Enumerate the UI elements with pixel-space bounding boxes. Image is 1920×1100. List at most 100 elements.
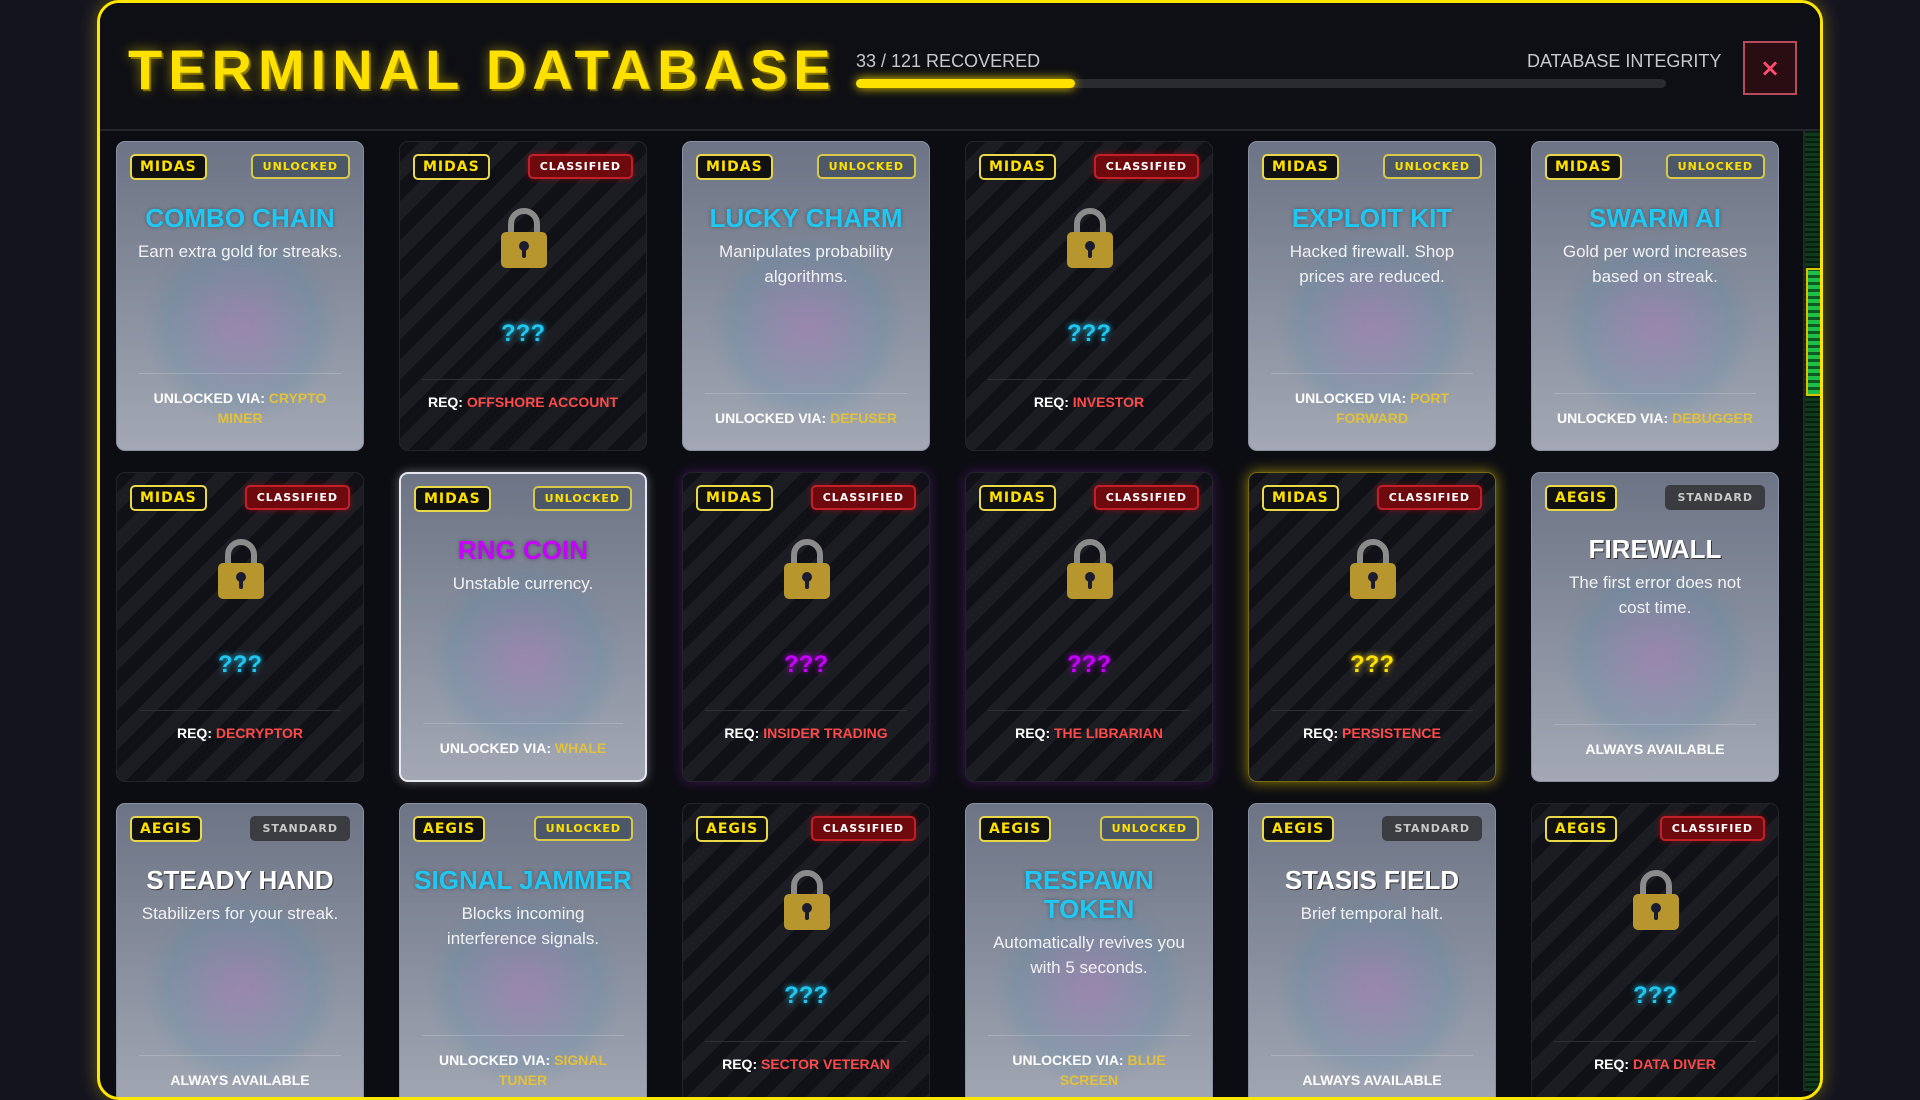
- card-steady-hand[interactable]: AEGIS STANDARD STEADY HAND Stabilizers for …: [116, 803, 364, 1097]
- card-decryptor[interactable]: MIDAS CLASSIFIED??? REQ: DECRYPTOR: [116, 472, 364, 782]
- req-value: PERSISTENCE: [1342, 725, 1441, 741]
- card-description: Automatically revives you with 5 seconds…: [993, 933, 1185, 977]
- requirement: REQ: THE LIBRARIAN: [988, 710, 1190, 741]
- req-label: REQ:: [722, 1056, 761, 1072]
- card-art: [996, 894, 1186, 1084]
- req-value: INVESTOR: [1072, 394, 1145, 410]
- card-rng-coin[interactable]: MIDAS UNLOCKED RNG COIN Unstable currency. U…: [399, 472, 647, 782]
- lock-icon: [1631, 866, 1681, 932]
- scrollbar[interactable]: [1803, 131, 1820, 1091]
- card-description: Stabilizers for your streak.: [141, 904, 339, 923]
- unlock-source: UNLOCKED VIA: DEFUSER: [705, 393, 907, 428]
- card-lucky-charm[interactable]: MIDAS UNLOCKED LUCKY CHARM Manipulates prob…: [682, 141, 930, 451]
- req-value: SECTOR VETERAN: [761, 1056, 890, 1072]
- faction-badge: MIDAS: [414, 486, 491, 512]
- card-description: Unstable currency.: [452, 574, 594, 593]
- unlock-source-value: PORT FORWARD: [1335, 390, 1449, 426]
- status-badge: CLASSIFIED: [1659, 816, 1765, 841]
- unlock-source: UNLOCKED VIA: SIGNAL TUNER: [422, 1035, 624, 1090]
- card-offshore-account[interactable]: MIDAS CLASSIFIED??? REQ: OFFSHORE ACCOUNT: [399, 141, 647, 451]
- faction-badge: MIDAS: [1545, 154, 1622, 180]
- req-value: OFFSHORE ACCOUNT: [466, 394, 619, 410]
- status-badge: STANDARD: [1382, 816, 1482, 841]
- card-investor[interactable]: MIDAS CLASSIFIED??? REQ: INVESTOR: [965, 141, 1213, 451]
- unlock-source: UNLOCKED VIA: CRYPTO MINER: [139, 373, 341, 428]
- requirement: REQ: DECRYPTOR: [139, 710, 341, 741]
- unlocked-via-label: UNLOCKED VIA:: [439, 740, 555, 756]
- card-sector-veteran[interactable]: AEGIS CLASSIFIED??? REQ: SECTOR VETERAN: [682, 803, 930, 1097]
- card-art: [1562, 563, 1752, 753]
- card-name: SIGNAL JAMMER: [414, 865, 632, 895]
- availability: ALWAYS AVAILABLE: [1271, 1055, 1473, 1090]
- card-persistence[interactable]: MIDAS CLASSIFIED??? REQ: PERSISTENCE: [1248, 472, 1496, 782]
- unlocked-via-label: UNLOCKED VIA:: [1012, 1052, 1128, 1068]
- hidden-name: ???: [1067, 651, 1111, 678]
- faction-badge: MIDAS: [979, 485, 1056, 511]
- hidden-name: ???: [501, 320, 545, 347]
- status-badge: CLASSIFIED: [1376, 485, 1482, 510]
- req-label: REQ:: [724, 725, 764, 741]
- card-name: STEADY HAND: [146, 865, 334, 895]
- card-insider-trading[interactable]: MIDAS CLASSIFIED??? REQ: INSIDER TRADING: [682, 472, 930, 782]
- requirement: REQ: INVESTOR: [988, 379, 1190, 410]
- card-art: [147, 232, 337, 422]
- requirement: REQ: INSIDER TRADING: [705, 710, 907, 741]
- card-stasis-field[interactable]: AEGIS STANDARD STASIS FIELD Brief temporal …: [1248, 803, 1496, 1097]
- unlocked-via-label: UNLOCKED VIA:: [1294, 390, 1411, 406]
- lock-icon: [782, 535, 832, 601]
- card-respawn-token[interactable]: AEGIS UNLOCKED RESPAWN TOKEN Automatically …: [965, 803, 1213, 1097]
- faction-badge: MIDAS: [130, 154, 207, 180]
- progress-label: 33 / 121 RECOVERED: [856, 51, 1041, 71]
- status-badge: UNLOCKED: [532, 486, 632, 511]
- card-art: [430, 894, 620, 1084]
- hidden-name: ???: [784, 651, 828, 678]
- card-name: COMBO CHAIN: [145, 203, 335, 233]
- card-art: [713, 232, 903, 422]
- card-swarm-ai[interactable]: MIDAS UNLOCKED SWARM AI Gold per word incre…: [1531, 141, 1779, 451]
- hidden-name: ???: [1067, 320, 1111, 347]
- faction-badge: MIDAS: [696, 154, 773, 180]
- status-badge: UNLOCKED: [1382, 154, 1482, 179]
- unlocked-via-label: UNLOCKED VIA:: [153, 390, 269, 406]
- unlock-source-value: DEFUSER: [830, 410, 898, 426]
- status-badge: CLASSIFIED: [1093, 485, 1199, 510]
- req-label: REQ:: [427, 394, 467, 410]
- status-badge: UNLOCKED: [250, 154, 350, 179]
- hidden-name: ???: [1633, 982, 1677, 1009]
- card-combo-chain[interactable]: MIDAS UNLOCKED COMBO CHAIN Earn extra gold …: [116, 141, 364, 451]
- card-exploit-kit[interactable]: MIDAS UNLOCKED EXPLOIT KIT Hacked firewall.…: [1248, 141, 1496, 451]
- lock-icon: [1065, 535, 1115, 601]
- requirement: REQ: PERSISTENCE: [1271, 710, 1473, 741]
- faction-badge: MIDAS: [696, 485, 773, 511]
- status-badge: UNLOCKED: [1099, 816, 1199, 841]
- hidden-name: ???: [784, 982, 828, 1009]
- req-value: INSIDER TRADING: [763, 725, 888, 741]
- card-description: Gold per word increases based on streak.: [1562, 242, 1748, 286]
- faction-badge: AEGIS: [1545, 485, 1618, 511]
- status-badge: CLASSIFIED: [1093, 154, 1199, 179]
- scrollbar-thumb[interactable]: [1806, 268, 1820, 396]
- req-value: DATA DIVER: [1632, 1056, 1716, 1072]
- card-art: [147, 894, 337, 1084]
- card-art: [1279, 894, 1469, 1084]
- faction-badge: MIDAS: [1262, 154, 1339, 180]
- close-button[interactable]: ×: [1743, 41, 1797, 95]
- integrity-label: DATABASE INTEGRITY: [1527, 51, 1722, 71]
- card-description: Earn extra gold for streaks.: [137, 242, 343, 261]
- unlock-source-value: DEBUGGER: [1672, 410, 1754, 426]
- faction-badge: AEGIS: [130, 816, 203, 842]
- card-data-diver[interactable]: AEGIS CLASSIFIED??? REQ: DATA DIVER: [1531, 803, 1779, 1097]
- unlock-source: UNLOCKED VIA: PORT FORWARD: [1271, 373, 1473, 428]
- card-the-librarian[interactable]: MIDAS CLASSIFIED??? REQ: THE LIBRARIAN: [965, 472, 1213, 782]
- lock-icon: [1065, 204, 1115, 270]
- card-signal-jammer[interactable]: AEGIS UNLOCKED SIGNAL JAMMER Blocks incomin…: [399, 803, 647, 1097]
- card-firewall[interactable]: AEGIS STANDARD FIREWALL The first error doe…: [1531, 472, 1779, 782]
- unlocked-via-label: UNLOCKED VIA:: [714, 410, 831, 426]
- card-art: [431, 564, 621, 754]
- hidden-name: ???: [218, 651, 262, 678]
- progress-fill: [856, 79, 1075, 88]
- card-description: Hacked firewall. Shop prices are reduced…: [1289, 242, 1455, 286]
- faction-badge: MIDAS: [1262, 485, 1339, 511]
- availability: ALWAYS AVAILABLE: [139, 1055, 341, 1090]
- faction-badge: MIDAS: [979, 154, 1056, 180]
